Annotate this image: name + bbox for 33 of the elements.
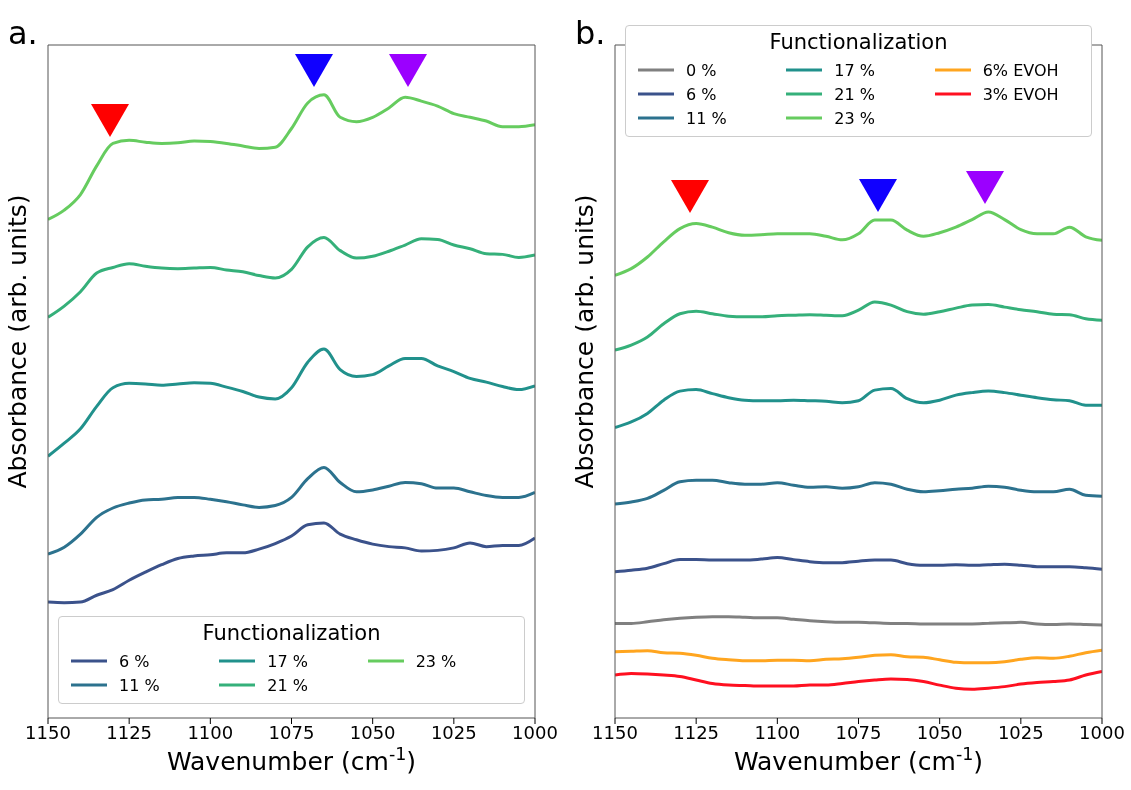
legend-title: Functionalization [201, 621, 382, 645]
x-tick-label: 1075 [835, 721, 882, 743]
x-axis-title: Wavenumber (cm$^{-1}$) [166, 744, 417, 776]
x-tick-label: 1125 [106, 721, 153, 743]
x-tick-label: 1000 [512, 721, 558, 743]
legend-title: Functionalization [768, 30, 949, 54]
x-tick-label: 1150 [592, 721, 638, 743]
x-tick-label: 1050 [349, 721, 396, 743]
legend-label: 23 % [834, 108, 875, 128]
legend-label: 21 % [267, 675, 308, 695]
legend-label: 6% EVOH [982, 60, 1059, 80]
x-tick-label: 1100 [754, 721, 801, 743]
x-tick-label: 1025 [997, 721, 1044, 743]
x-tick-label: 1100 [187, 721, 234, 743]
legend-label: 3% EVOH [982, 84, 1059, 104]
legend-label: 17 % [834, 60, 875, 80]
legend-label: 0 % [686, 60, 717, 80]
x-axis-title: Wavenumber (cm$^{-1}$) [733, 744, 984, 776]
x-tick-label: 1125 [673, 721, 720, 743]
legend-label: 11 % [686, 108, 727, 128]
legend-label: 6 % [119, 651, 150, 671]
legend-label: 6 % [686, 84, 717, 104]
chart-title: a. [8, 14, 38, 52]
legend-label: 23 % [415, 651, 457, 671]
x-tick-label: 1050 [916, 721, 963, 743]
legend-label: 21 % [834, 84, 875, 104]
x-tick-label: 1075 [268, 721, 315, 743]
legend-label: 17 % [267, 651, 308, 671]
x-tick-label: 1025 [430, 721, 477, 743]
x-tick-label: 1150 [25, 721, 71, 743]
legend-label: 11 % [119, 675, 160, 695]
chart-title: b. [575, 14, 606, 52]
x-tick-label: 1000 [1079, 721, 1125, 743]
